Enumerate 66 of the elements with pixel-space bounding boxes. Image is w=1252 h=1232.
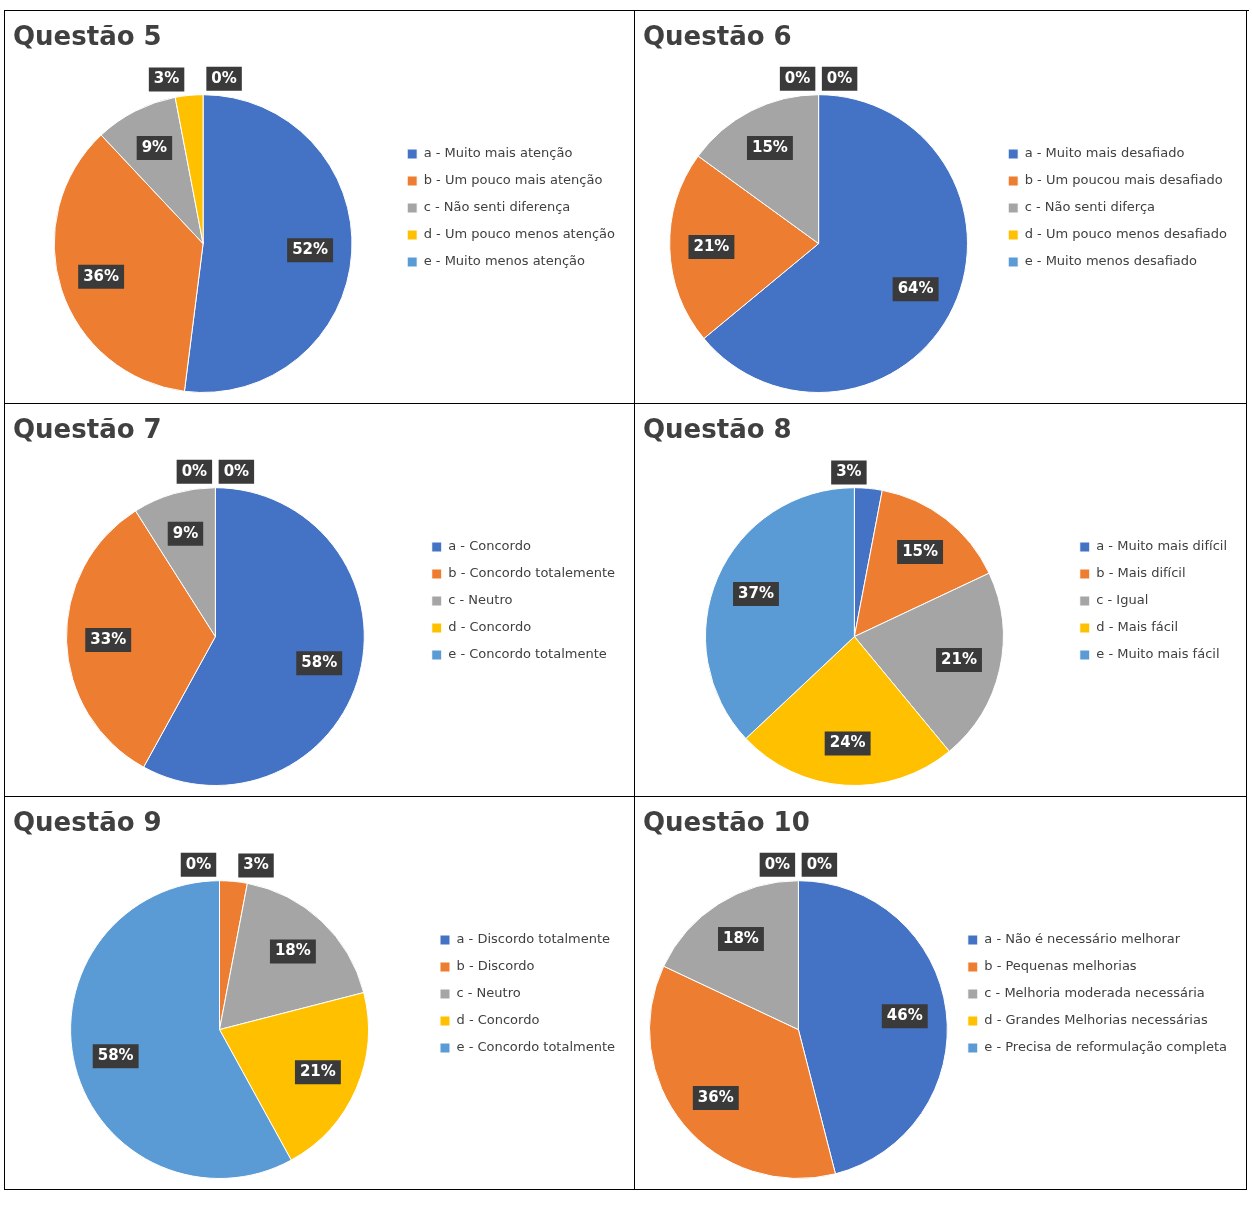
data-label: 58%: [97, 1046, 134, 1065]
legend-label: c - Não senti diferença: [423, 199, 571, 215]
text: 0%: [223, 461, 250, 480]
data-label: 46%: [886, 1006, 923, 1025]
data-label: 58%: [301, 653, 338, 672]
data-label: 33%: [90, 629, 127, 648]
text: 0%: [784, 68, 811, 87]
data-label: 21%: [299, 1062, 336, 1081]
legend-label: c - Neutro: [448, 592, 513, 608]
text: 0%: [764, 854, 791, 873]
legend-label: a - Muito mais desafiado: [1024, 145, 1185, 161]
legend-label: e - Concordo totalmente: [456, 1039, 616, 1055]
legend-label: e - Muito mais fácil: [1096, 646, 1220, 662]
data-label: 18%: [274, 941, 311, 960]
legend-label: a - Concordo: [448, 538, 531, 554]
legend-label: e - Muito menos atenção: [423, 253, 586, 269]
legend-label: e - Concordo totalmente: [448, 646, 607, 662]
chart-title: Questão 9: [13, 807, 162, 838]
legend-label: d - Concordo: [448, 619, 532, 635]
legend-label: c - Igual: [1096, 592, 1149, 608]
data-label: 3%: [243, 855, 269, 874]
legend-label: a - Muito mais difícil: [1096, 538, 1228, 554]
legend-label: e - Precisa de reformulação completa: [984, 1039, 1228, 1055]
chart-title: Questão 8: [643, 414, 792, 445]
data-label: 21%: [941, 649, 977, 668]
data-label: 21%: [693, 236, 730, 255]
data-label: 3%: [153, 69, 180, 88]
legend-label: b - Pequenas melhorias: [984, 958, 1137, 974]
legend-label: d - Um pouco menos desafiado: [1024, 226, 1228, 242]
legend-label: d - Grandes Melhorias necessárias: [984, 1012, 1208, 1028]
text: 0%: [826, 68, 853, 87]
data-label: 36%: [83, 266, 120, 285]
data-label: 3%: [836, 462, 862, 481]
data-label: 18%: [723, 928, 759, 947]
chart-title: Questão 10: [643, 807, 810, 838]
legend-label: d - Um pouco menos atenção: [423, 226, 616, 242]
data-label: 15%: [751, 137, 788, 156]
legend-label: b - Discordo: [456, 958, 535, 974]
legend-label: c - Melhoria moderada necessária: [984, 985, 1205, 1001]
legend-label: e - Muito menos desafiado: [1024, 253, 1198, 269]
legend-label: d - Concordo: [456, 1012, 540, 1028]
data-label: 9%: [141, 137, 168, 156]
legend-label: b - Um poucou mais desafiado: [1024, 172, 1223, 188]
legend-label: c - Não senti diferça: [1024, 199, 1156, 215]
chart-title: Questão 7: [13, 414, 162, 445]
chart-title: Questão 5: [13, 21, 162, 52]
data-label: 37%: [738, 583, 774, 602]
data-label: 52%: [292, 240, 329, 259]
legend-label: a - Não é necessário melhorar: [984, 931, 1181, 947]
data-label: 36%: [697, 1087, 734, 1106]
chart-title: Questão 6: [643, 21, 792, 52]
legend-label: c - Neutro: [456, 985, 521, 1001]
data-label: 24%: [829, 733, 866, 752]
legend-label: d - Mais fácil: [1096, 619, 1179, 635]
text: 0%: [806, 854, 833, 873]
text: 0%: [185, 854, 212, 873]
data-label: 15%: [902, 541, 939, 560]
text: 0%: [211, 68, 237, 87]
legend-label: b - Concordo totalemente: [448, 565, 616, 581]
legend-label: b - Mais difícil: [1096, 565, 1186, 581]
data-label: 9%: [172, 523, 199, 542]
legend-label: a - Discordo totalmente: [456, 931, 611, 947]
legend-label: a - Muito mais atenção: [423, 145, 573, 161]
data-label: 64%: [897, 279, 934, 298]
legend-label: b - Um pouco mais atenção: [423, 172, 603, 188]
text: 0%: [181, 461, 208, 480]
